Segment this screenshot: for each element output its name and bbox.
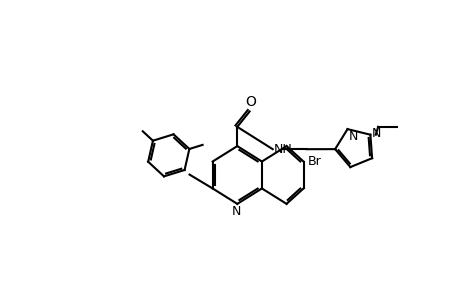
Text: N: N — [231, 205, 241, 218]
Text: O: O — [244, 95, 255, 109]
Text: N: N — [371, 128, 381, 140]
Text: Br: Br — [307, 155, 320, 168]
Text: NH: NH — [273, 143, 291, 156]
Text: N: N — [348, 130, 358, 143]
